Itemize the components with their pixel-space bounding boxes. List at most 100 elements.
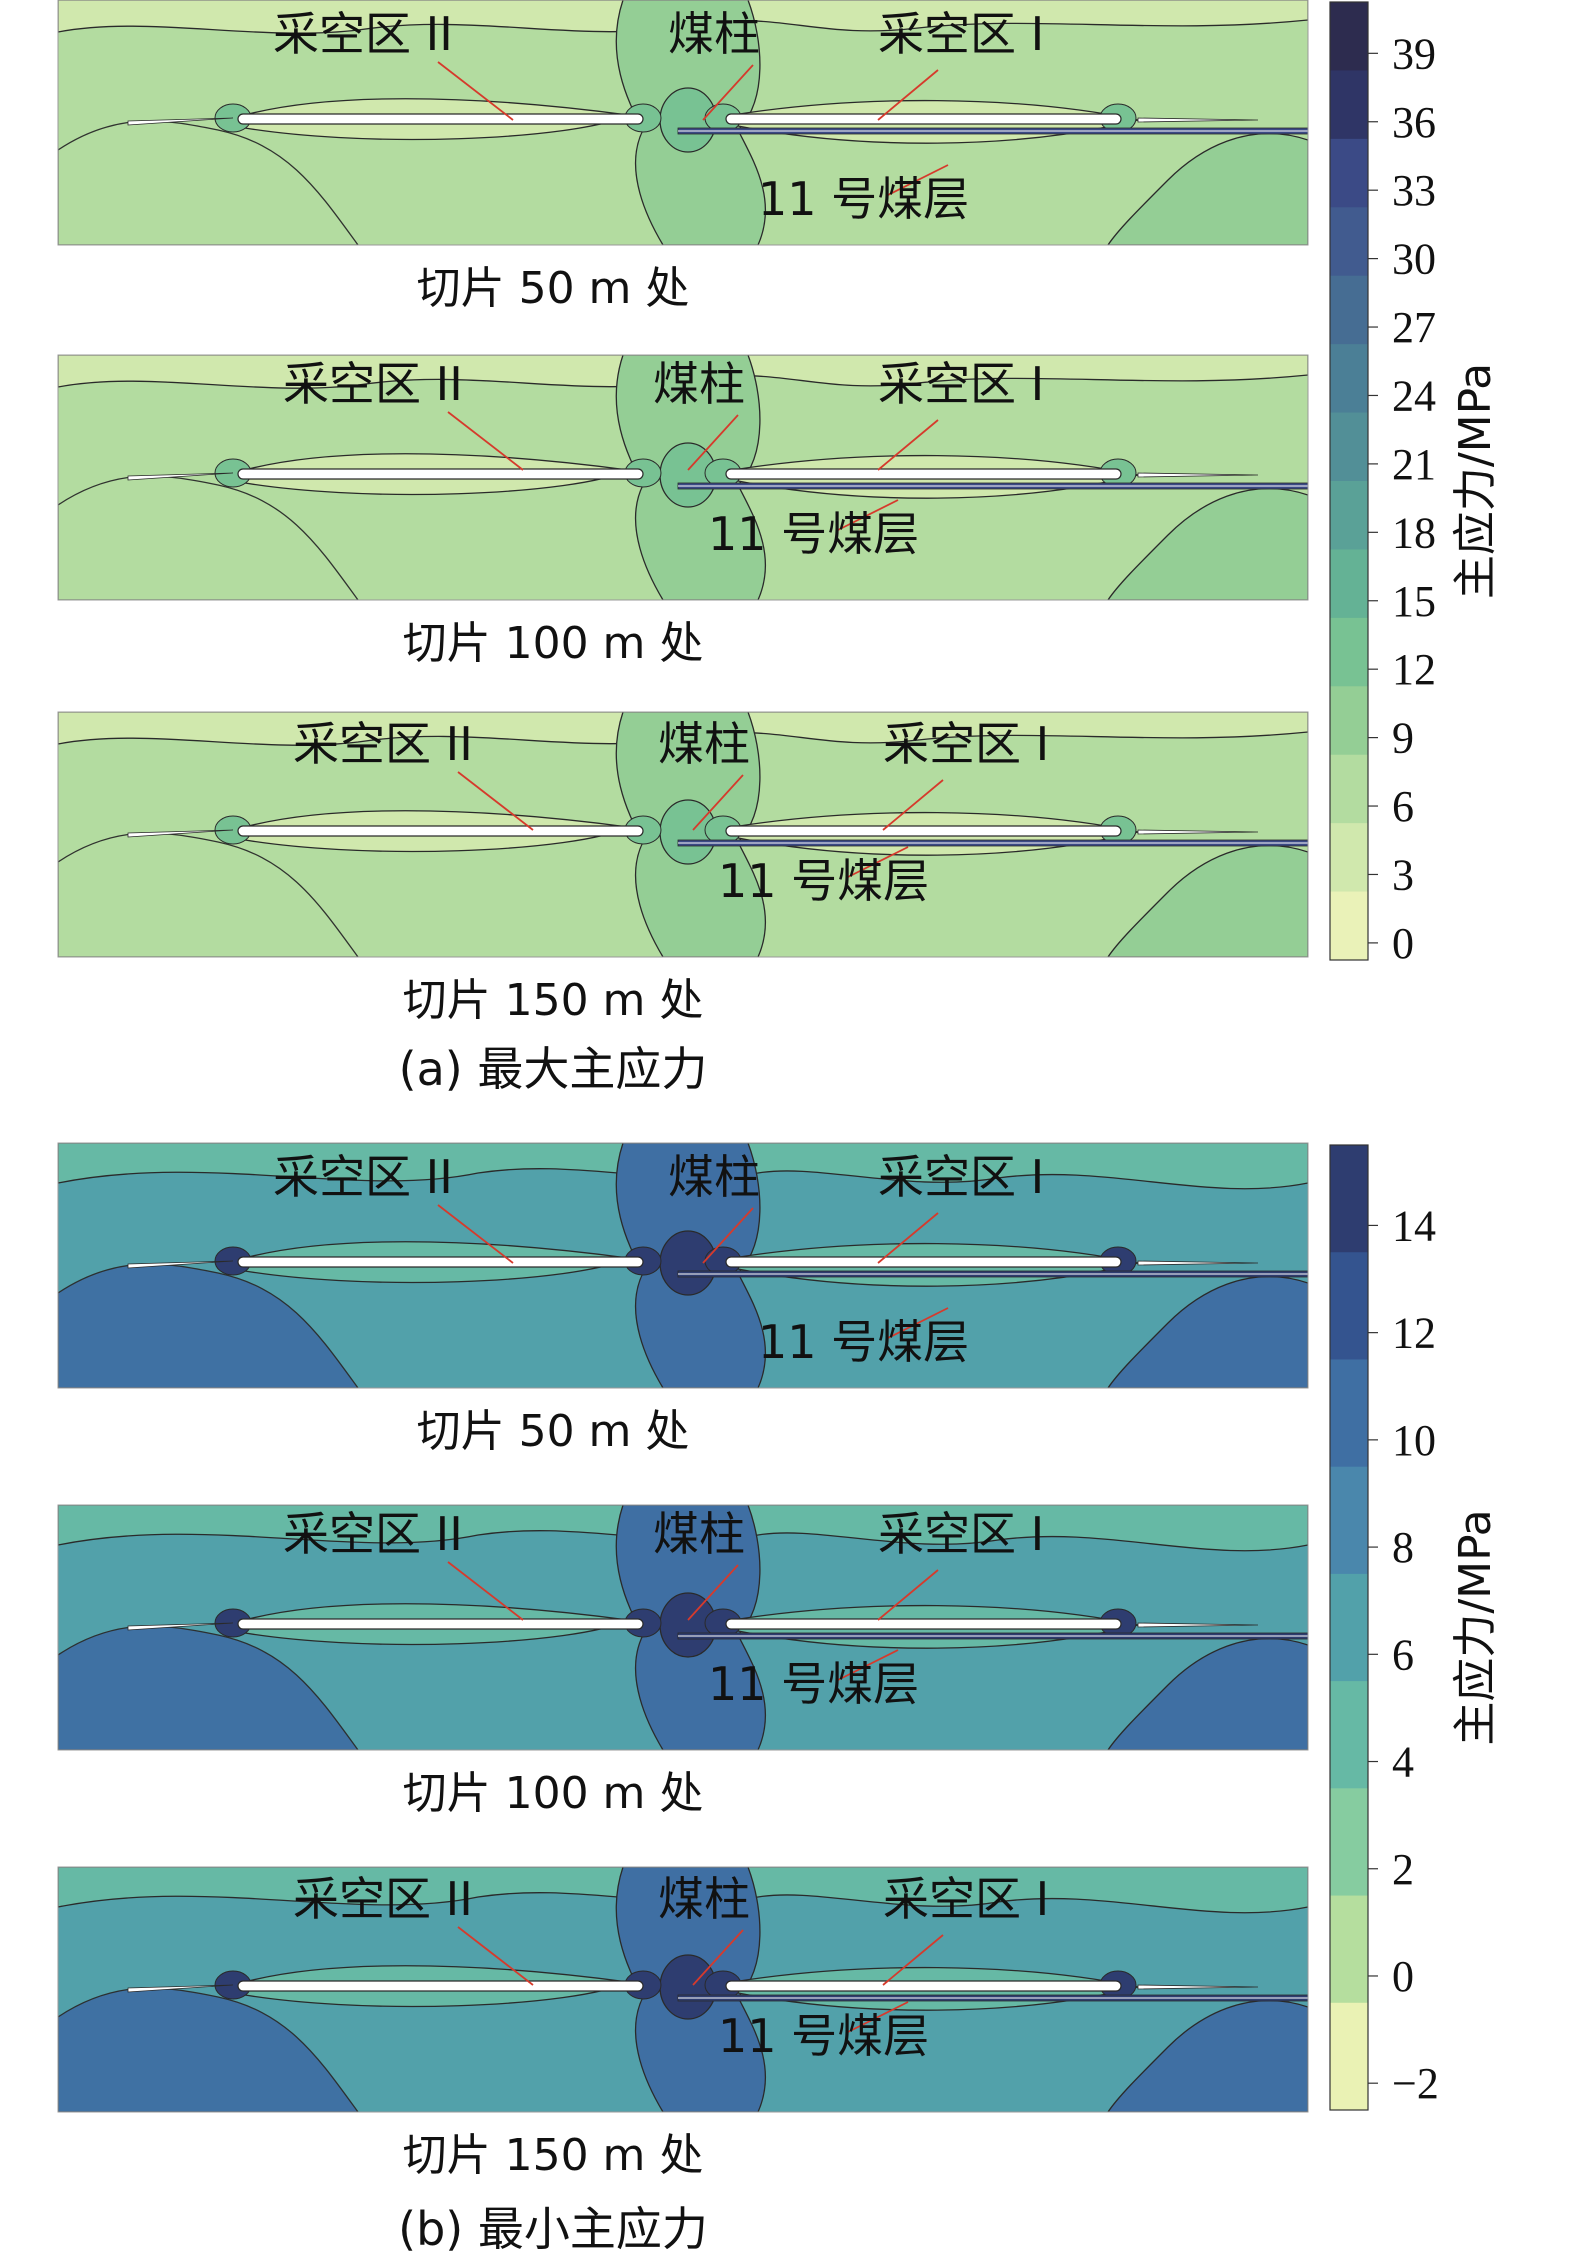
leader-line [702, 64, 754, 121]
colorbar-tick-label: 24 [1392, 371, 1436, 420]
goaf-1-opening [725, 113, 1122, 125]
leader-line [882, 1934, 944, 1986]
label-goaf-1: 采空区 I [878, 1150, 1044, 1204]
leader-line [692, 1929, 744, 1986]
goaf-1-opening [725, 1980, 1122, 1992]
goaf-2-opening [237, 1256, 644, 1268]
panel-a-slice-1: 采空区 II 煤柱 采空区 I 11 号煤层 [57, 0, 1309, 246]
leader-line [447, 1561, 524, 1621]
contour-spike-left [127, 472, 234, 481]
colorbar-tick-label: 10 [1392, 1416, 1436, 1465]
colorbar-frame [1329, 1144, 1369, 2111]
colorbar-swatch [1330, 1895, 1368, 2004]
colorbar-tick-label: 39 [1392, 29, 1436, 78]
leader-line [837, 1649, 899, 1681]
panel-border [57, 1142, 1309, 1389]
colorbar-swatch [1330, 275, 1368, 345]
caption-b-slice-2: 切片 100 m 处 [403, 1768, 704, 1819]
panel-border [57, 711, 1309, 958]
contour-left-lobe [58, 1625, 359, 1750]
label-coal-seam-11: 11 号煤层 [708, 507, 919, 561]
goaf-1-opening [725, 1256, 1122, 1268]
goaf-2-opening [237, 1618, 644, 1630]
contour-left-lobe [58, 475, 359, 600]
colorbar-swatch [1330, 344, 1368, 414]
contour-left-lobe [58, 832, 359, 957]
colorbar-swatch [1330, 617, 1368, 687]
colorbar-tick-label: −2 [1392, 2059, 1439, 2108]
leader-line [702, 1207, 754, 1264]
colorbar-tick-label: 15 [1392, 577, 1436, 626]
contour-spike-left [127, 1984, 234, 1993]
leader-line [437, 61, 514, 121]
colorbar-swatch [1330, 1573, 1368, 1682]
panel-a-slice-2: 采空区 II 煤柱 采空区 I 11 号煤层 [57, 354, 1309, 601]
label-goaf-1: 采空区 I [878, 357, 1044, 411]
label-coal-pillar: 煤柱 [658, 717, 750, 771]
colorbar-swatch [1330, 891, 1368, 961]
goaf-2-opening [237, 113, 644, 125]
captions: 切片 50 m 处切片 100 m 处切片 150 m 处切片 50 m 处切片… [398, 263, 708, 2256]
caption-b-slice-3: 切片 150 m 处 [403, 2130, 704, 2181]
colorbar-tick-label: 8 [1392, 1523, 1414, 1572]
colorbar-swatch [1330, 70, 1368, 140]
colorbar-tick-label: 2 [1392, 1845, 1414, 1894]
panel-border [57, 1504, 1309, 1751]
caption-part-a: (a) 最大主应力 [399, 1042, 708, 1096]
label-goaf-1: 采空区 I [878, 1507, 1044, 1561]
contour-spike-left [127, 1622, 234, 1631]
label-goaf-2: 采空区 II [273, 1150, 453, 1204]
colorbar-tick-label: 3 [1392, 850, 1414, 899]
panel-border [57, 0, 1309, 246]
leader-line [447, 411, 524, 471]
label-goaf-1: 采空区 I [883, 1872, 1049, 1926]
panel-b-slice-3: 采空区 II 煤柱 采空区 I 11 号煤层 [57, 1866, 1309, 2113]
leader-line [687, 414, 739, 471]
colorbar-swatch [1330, 2002, 1368, 2111]
label-goaf-2: 采空区 II [283, 1507, 463, 1561]
colorbar-b: 14 12 10 8 6 4 2 0 −2 主应力/MPa [1329, 1144, 1501, 2111]
leader-line [457, 1926, 534, 1986]
label-goaf-2: 采空区 II [293, 1872, 473, 1926]
leader-line [877, 1212, 939, 1264]
colorbar-swatch [1330, 138, 1368, 208]
leader-line [877, 69, 939, 121]
colorbar-swatch [1330, 823, 1368, 893]
contour-spike-right [1137, 1622, 1259, 1628]
label-coal-pillar: 煤柱 [668, 1150, 760, 1204]
colorbar-swatch [1330, 1788, 1368, 1897]
contour-spike-left [127, 829, 234, 838]
contour-spike-right [1137, 472, 1259, 478]
goaf-2-opening [237, 825, 644, 837]
colorbar-swatch [1330, 412, 1368, 482]
label-goaf-2: 采空区 II [283, 357, 463, 411]
contour-spike-right [1137, 117, 1259, 123]
leader-line [882, 779, 944, 831]
leader-line [877, 419, 939, 471]
colorbar-tick-label: 0 [1392, 1952, 1414, 2001]
colorbar-swatch [1330, 481, 1368, 550]
label-goaf-2: 采空区 II [293, 717, 473, 771]
colorbar-swatch [1330, 207, 1368, 277]
caption-a-slice-3: 切片 150 m 处 [403, 975, 704, 1026]
goaf-2-opening [237, 1980, 644, 1992]
colorbar-swatch [1330, 754, 1368, 824]
colorbar-tick-label: 6 [1392, 1630, 1414, 1679]
leader-line [837, 499, 899, 531]
colorbar-axis-label: 主应力/MPa [1450, 1509, 1501, 1745]
caption-a-slice-1: 切片 50 m 处 [417, 263, 690, 314]
leader-line [877, 1569, 939, 1621]
colorbar-swatch [1330, 1145, 1368, 1253]
colorbar-swatch [1330, 686, 1368, 756]
label-goaf-1: 采空区 I [883, 717, 1049, 771]
contour-left-lobe [58, 120, 359, 245]
panel-a-slice-3: 采空区 II 煤柱 采空区 I 11 号煤层 [57, 711, 1309, 958]
colorbar-tick-label: 0 [1392, 919, 1414, 968]
caption-part-b: (b) 最小主应力 [398, 2202, 708, 2256]
colorbar-swatch [1330, 1681, 1368, 1789]
colorbar-tick-label: 33 [1392, 166, 1436, 215]
contour-spike-right [1137, 1260, 1259, 1266]
contour-spike-left [127, 1260, 234, 1269]
